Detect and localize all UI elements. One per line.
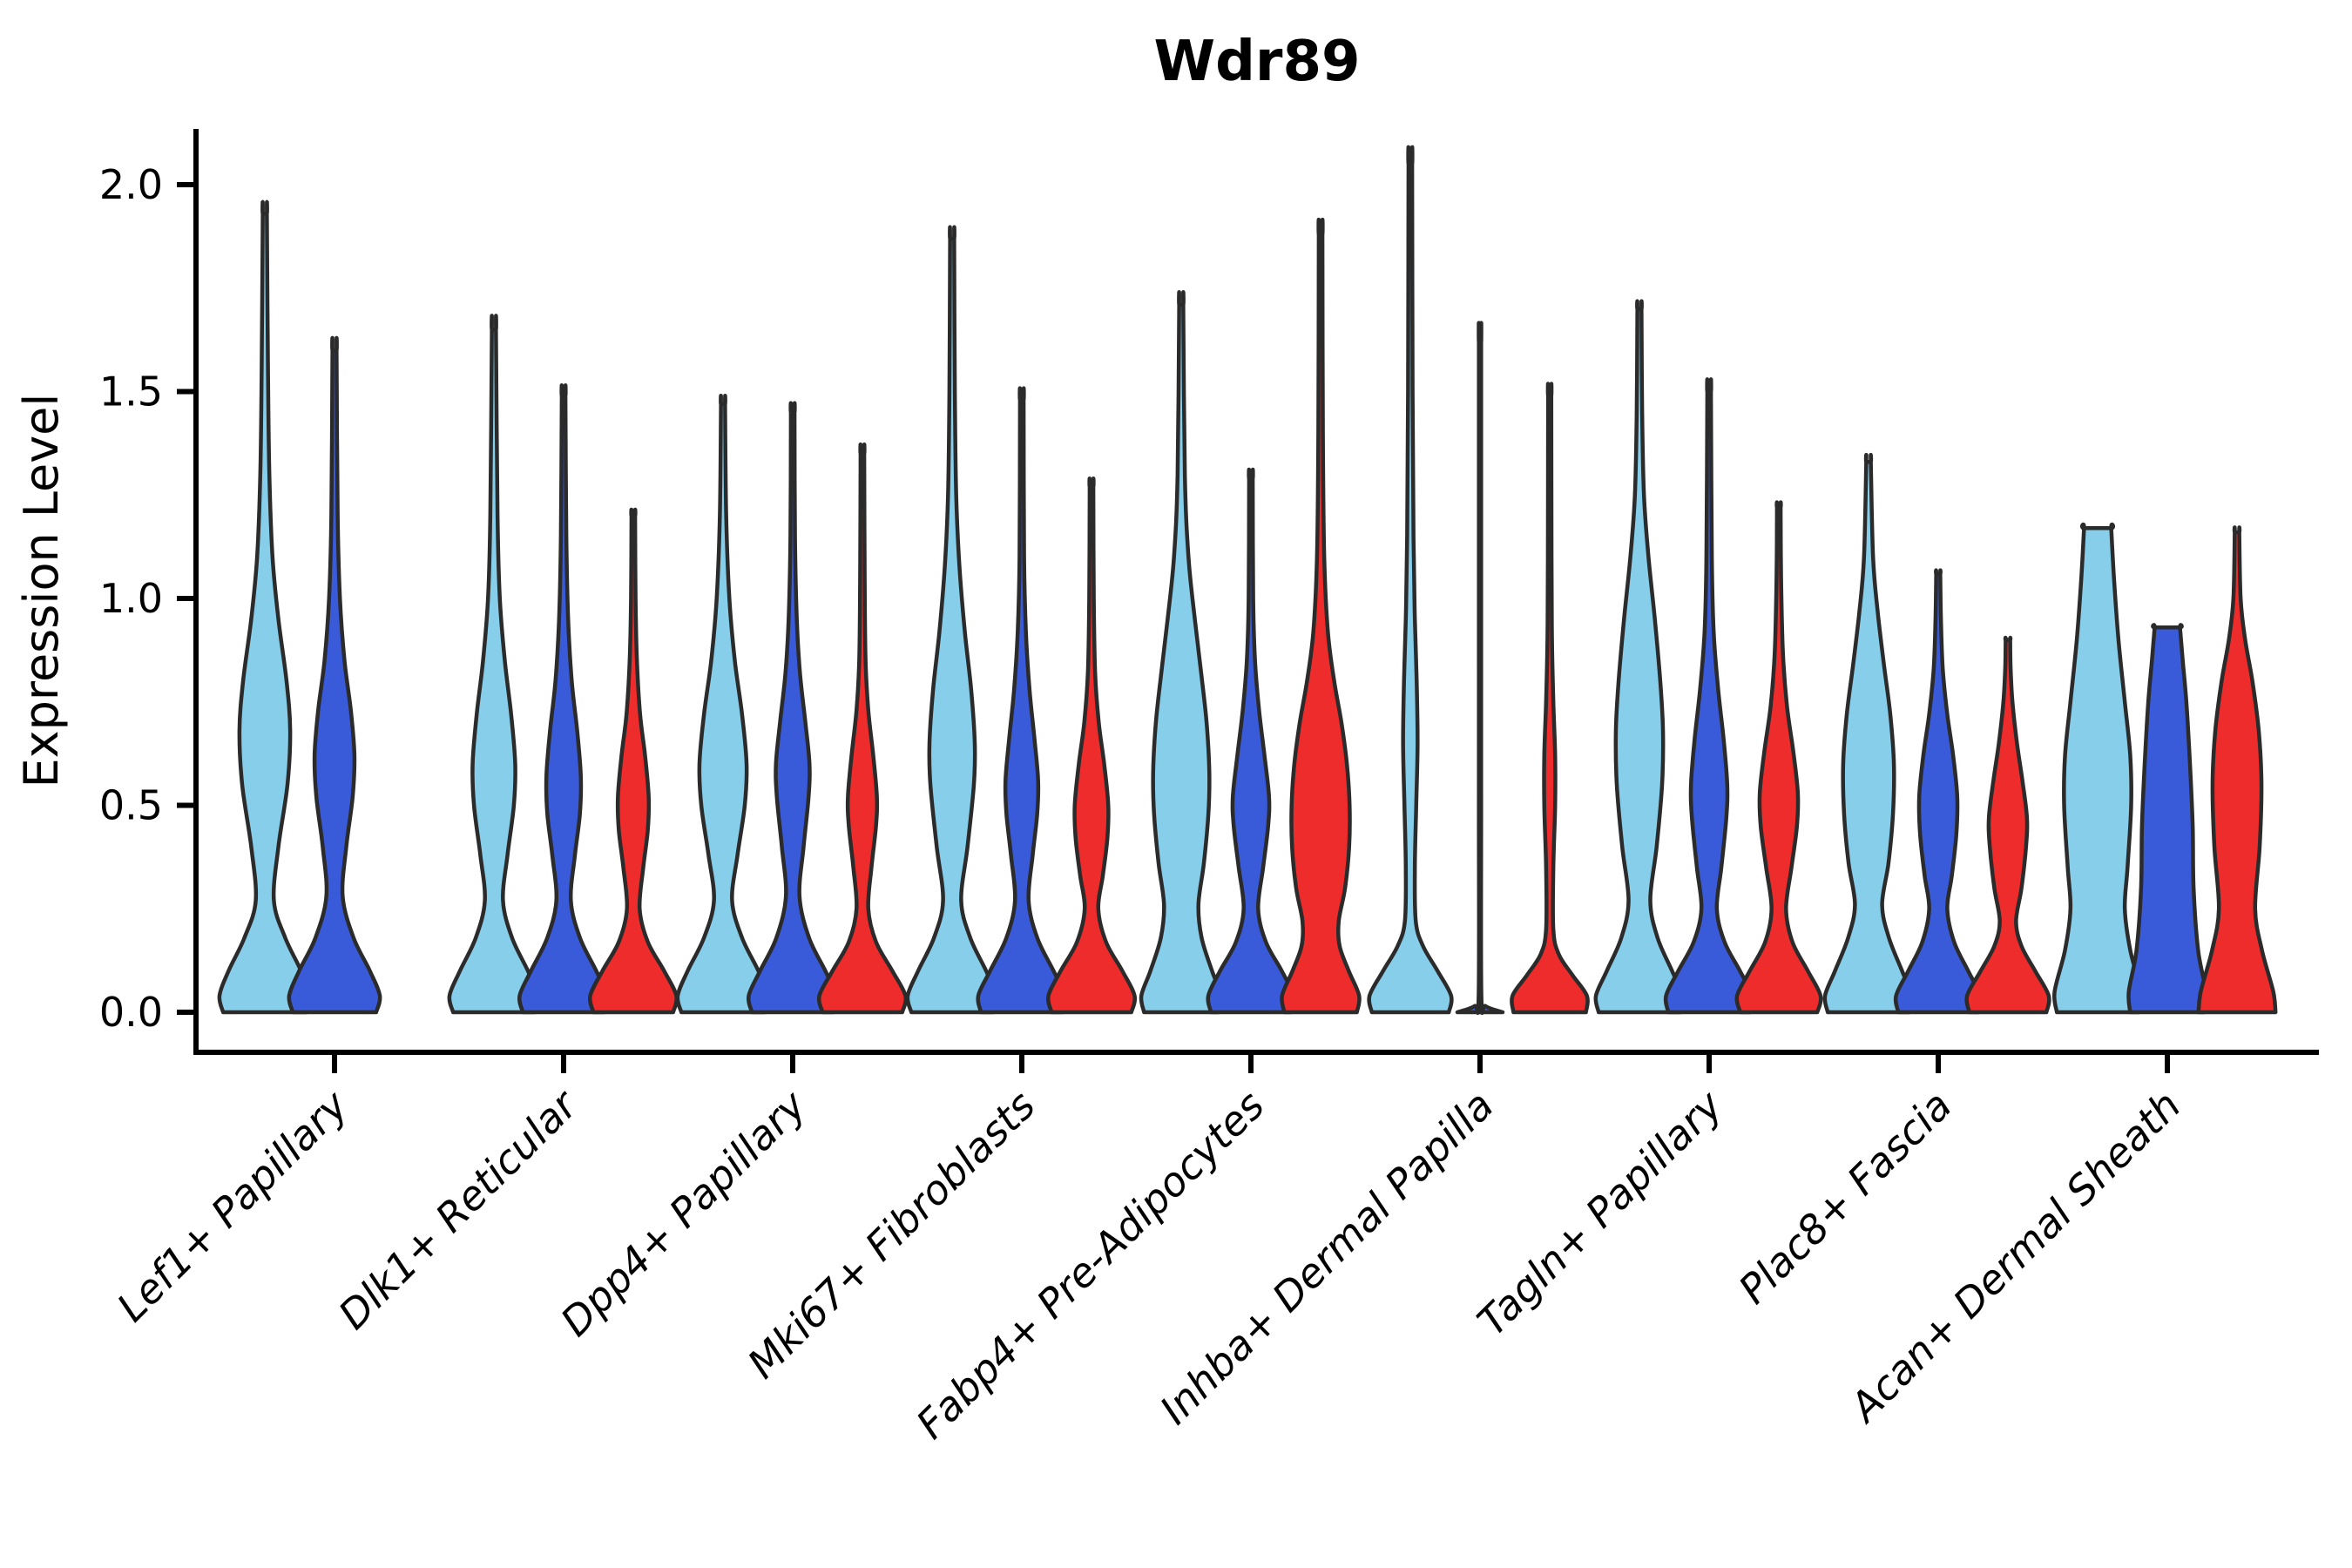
violin-Dlk1+-group-1 (447, 314, 541, 1015)
violin-Plac8+-group-2 (1893, 568, 1984, 1015)
x-tick-label: Dpp4+ Papillary (551, 1081, 815, 1345)
y-tick-label: 1.0 (99, 575, 163, 622)
violin-Dlk1+-group-3 (587, 507, 679, 1015)
violin-Plac8+-group-1 (1822, 452, 1915, 1015)
chart-title: Wdr89 (1153, 30, 1360, 94)
x-tick-label: Lef1+ Papillary (108, 1081, 357, 1330)
violin-Tagln+-group-1 (1593, 299, 1686, 1015)
y-axis-label: Expression Level (14, 394, 69, 788)
violin-Fabp4+-group-3 (1280, 217, 1362, 1015)
violin-Acan+-group-2 (2126, 623, 2208, 1015)
violin-Acan+-group-3 (2196, 525, 2278, 1015)
y-tick-label: 2.0 (99, 161, 163, 208)
x-tick-label: Plac8+ Fascia (1729, 1082, 1960, 1313)
violin-Dpp4+-group-2 (746, 401, 840, 1015)
y-tick-label: 0.5 (99, 782, 163, 829)
violin-Inhba+-group-2 (1455, 321, 1505, 1015)
violin-Inhba+-group-3 (1510, 382, 1590, 1015)
y-tick-label: 1.5 (99, 368, 163, 416)
violin-Lef1+-group-1 (217, 199, 313, 1015)
x-tick-label: Dlk1+ Reticular (329, 1079, 588, 1338)
violin-Mki67+-group-1 (905, 225, 999, 1015)
violin-Tagln+-group-3 (1734, 500, 1823, 1015)
violin-Lef1+-group-2 (287, 335, 382, 1015)
y-tick-label: 0.0 (99, 989, 163, 1036)
y-axis-ticks: 0.0 0.5 1.0 1.5 2.0 (99, 161, 196, 1036)
violin-Fabp4+-group-1 (1139, 290, 1224, 1015)
violin-Mki67+-group-2 (976, 386, 1068, 1015)
violin-Inhba+-group-1 (1367, 145, 1454, 1015)
violin-Dpp4+-group-3 (816, 443, 909, 1015)
violins-layer (217, 145, 2278, 1015)
violin-Tagln+-group-2 (1663, 377, 1755, 1015)
violin-Dlk1+-group-2 (517, 383, 611, 1015)
x-tick-label: Tagln+ Papillary (1468, 1081, 1732, 1345)
violin-Acan+-group-1 (2051, 522, 2144, 1015)
violin-Mki67+-group-3 (1045, 476, 1138, 1015)
violin-Dpp4+-group-1 (675, 394, 771, 1015)
violin-Plac8+-group-3 (1964, 635, 2051, 1015)
violin-Fabp4+-group-2 (1206, 467, 1296, 1015)
